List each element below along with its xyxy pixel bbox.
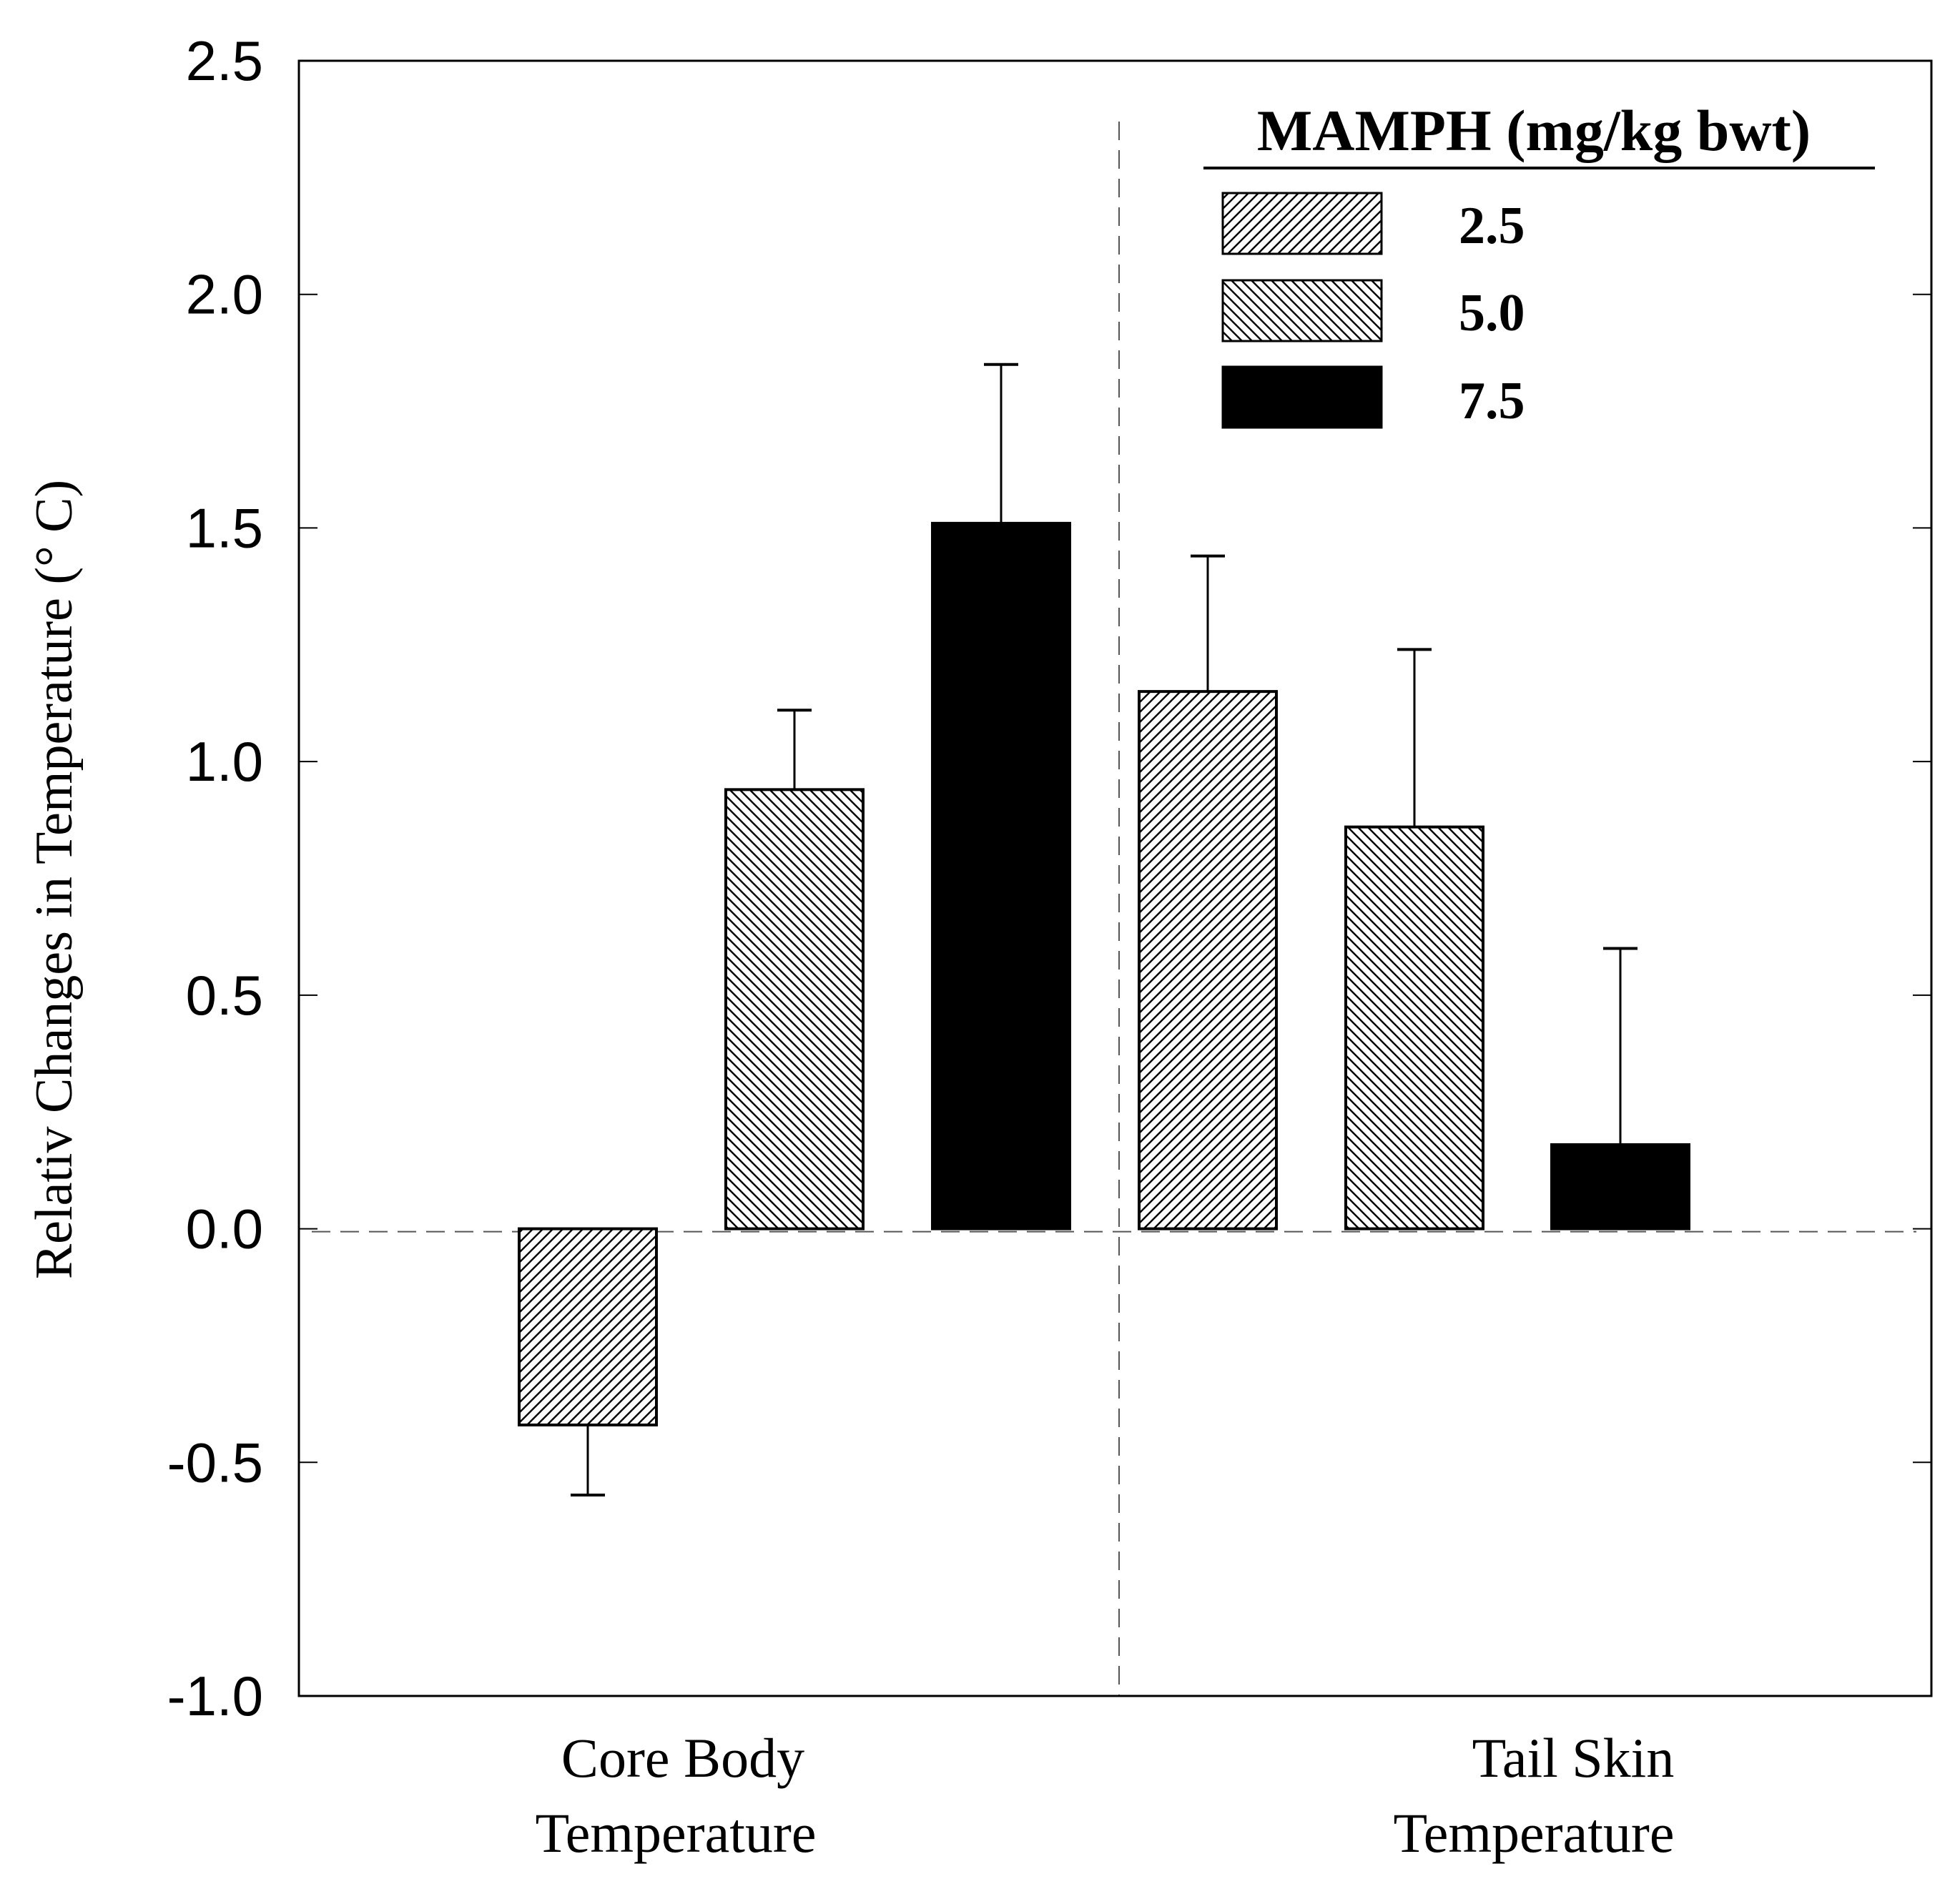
category-label-tail-line2: Temperature: [1394, 1802, 1675, 1864]
bar-7-5-cat2: [1550, 1143, 1690, 1230]
y-tick-label: 0.5: [186, 964, 263, 1027]
bar-5-0-cat2: [1344, 825, 1484, 1230]
legend-label-5-0: 5.0: [1459, 284, 1525, 342]
bar-5-0-cat1: [724, 788, 865, 1230]
y-tick-label: 1.0: [186, 730, 263, 793]
y-tick-label: -0.5: [167, 1431, 263, 1494]
y-tick-label: 2.5: [186, 29, 263, 92]
legend: MAMPH (mg/kg bwt) 2.5 5.0 7.5: [1203, 98, 1875, 430]
legend-label-7-5: 7.5: [1459, 372, 1525, 430]
category-label-core-line2: Temperature: [536, 1802, 817, 1864]
bar-7-5-cat1: [931, 521, 1071, 1230]
legend-title: MAMPH (mg/kg bwt): [1257, 98, 1811, 163]
legend-swatch-2-5: [1221, 192, 1383, 255]
category-label-tail-line1: Tail Skin: [1472, 1727, 1675, 1789]
legend-swatch-5-0: [1221, 279, 1383, 342]
legend-swatch-7-5: [1221, 365, 1383, 429]
y-tick-label: -1.0: [167, 1664, 263, 1727]
legend-label-2-5: 2.5: [1459, 197, 1525, 255]
category-label-core-line1: Core Body: [561, 1727, 804, 1789]
y-tick-label: 0.0: [186, 1198, 263, 1261]
bar-2-5-cat2: [1138, 690, 1278, 1230]
plot-frame: [297, 59, 1933, 1697]
y-tick-label: 2.0: [186, 263, 263, 326]
y-axis-label: Relativ Changes in Temperature (° C): [25, 480, 84, 1279]
bar-2-5-cat1: [518, 1227, 658, 1427]
y-tick-label: 1.5: [186, 496, 263, 559]
